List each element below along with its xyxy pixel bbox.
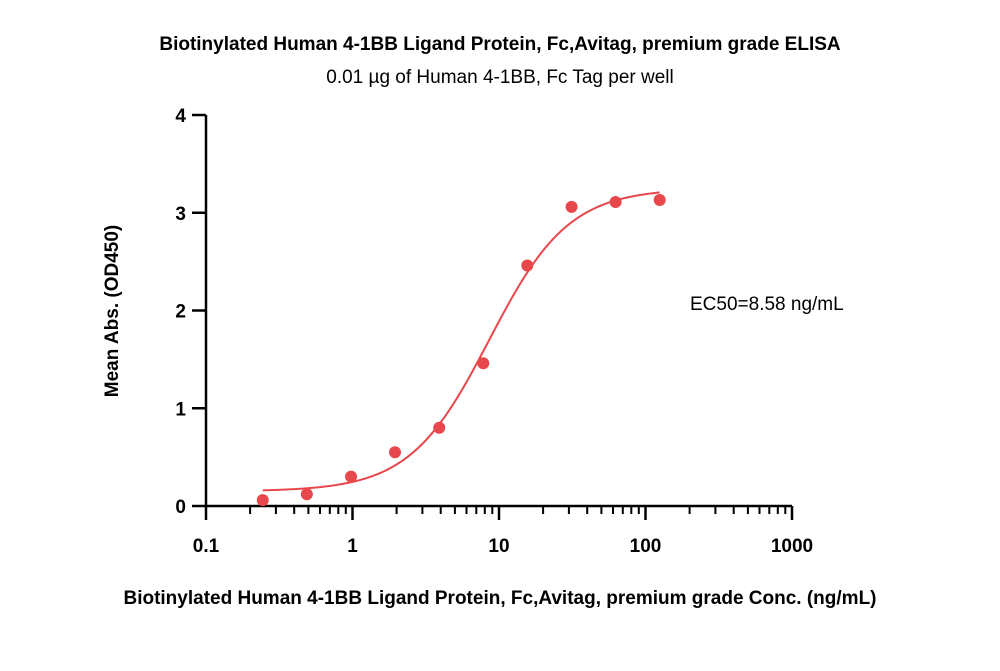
chart-subtitle: 0.01 µg of Human 4-1BB, Fc Tag per well	[326, 67, 674, 88]
x-ticks: 0.1 1 10 100 1000	[193, 506, 813, 557]
ec50-annotation: EC50=8.58 ng/mL	[690, 294, 844, 315]
y-ticks: 0 1 2 3 4	[175, 106, 206, 518]
y-tick-label: 1	[175, 399, 186, 420]
x-tick-label: 0.1	[193, 536, 220, 557]
fit-curve	[262, 191, 660, 492]
data-point	[256, 494, 269, 507]
x-tick-label: 1	[347, 536, 358, 557]
data-point	[433, 421, 446, 434]
fit-curve-layer	[262, 191, 660, 492]
data-points	[256, 194, 666, 507]
data-point	[521, 259, 534, 272]
data-point	[300, 488, 313, 501]
data-point	[345, 470, 358, 483]
data-point	[653, 194, 666, 207]
x-tick-label: 100	[630, 536, 662, 557]
y-tick-label: 3	[175, 204, 186, 225]
x-tick-label: 10	[488, 536, 509, 557]
y-tick-label: 4	[175, 106, 186, 127]
y-axis-label: Mean Abs. (OD450)	[102, 225, 123, 397]
data-point	[565, 200, 578, 213]
data-point	[388, 446, 401, 459]
x-tick-label: 1000	[771, 536, 813, 557]
data-point	[609, 195, 622, 208]
y-tick-label: 2	[175, 302, 186, 323]
chart-title: Biotinylated Human 4-1BB Ligand Protein,…	[159, 34, 841, 55]
data-point	[477, 357, 490, 370]
x-axis-label: Biotinylated Human 4-1BB Ligand Protein,…	[123, 588, 876, 609]
y-tick-label: 0	[175, 497, 186, 518]
